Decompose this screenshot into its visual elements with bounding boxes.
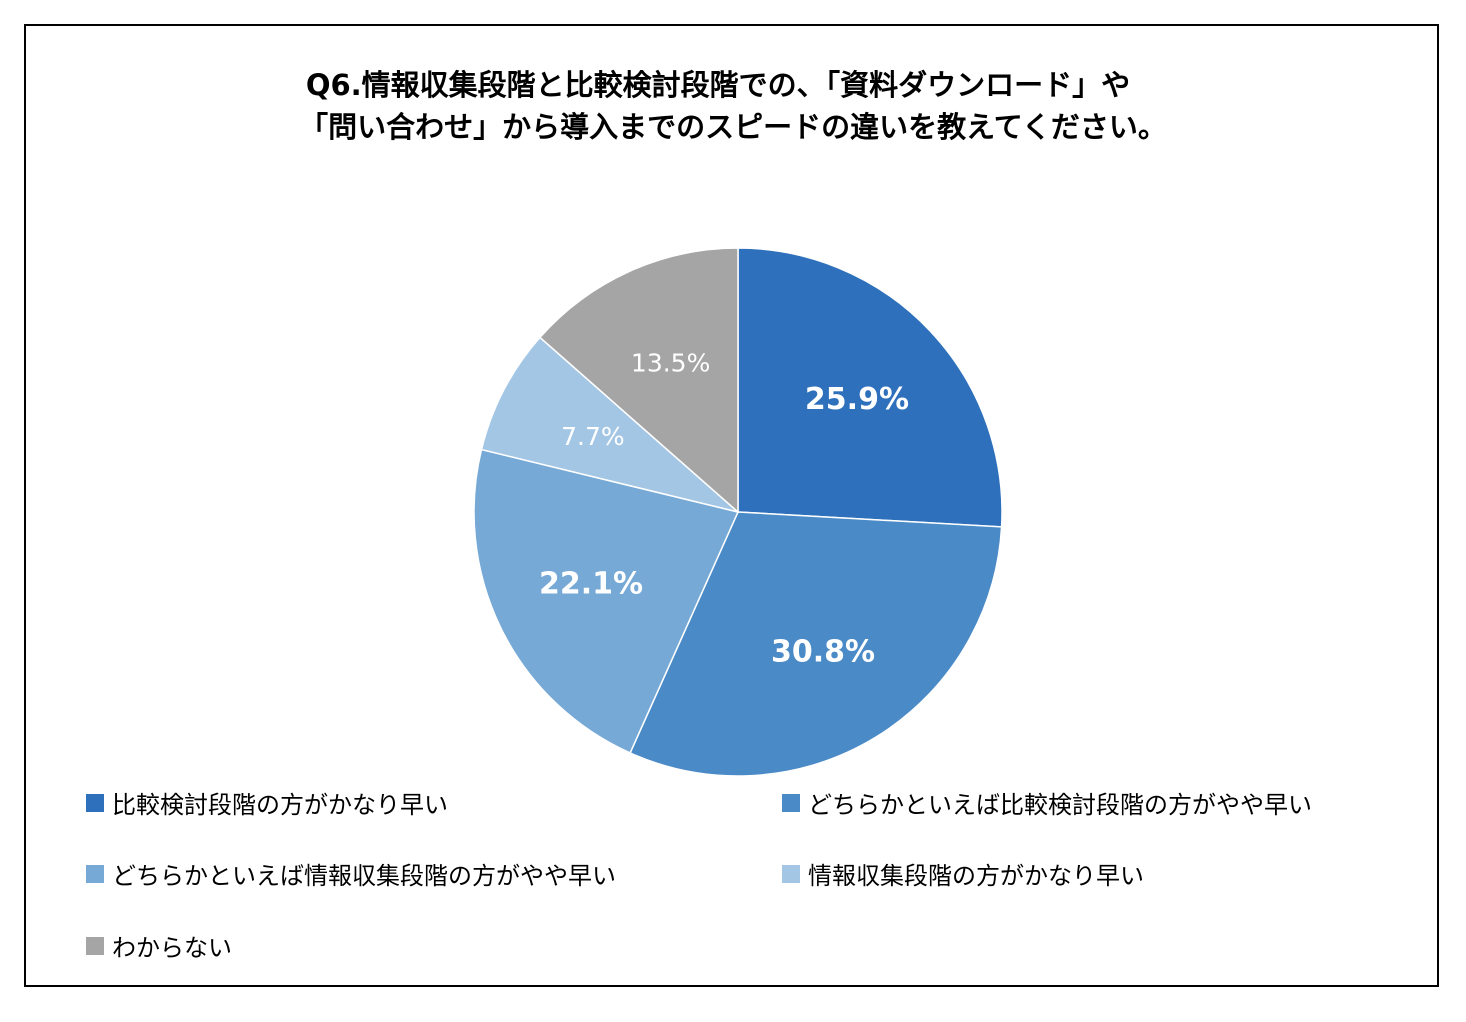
pie-slice-5 [538, 247, 739, 514]
legend-item-4: 情報収集段階の方がかなり早い [782, 856, 1144, 891]
pie-slice-3 [473, 448, 740, 754]
pie-slice-1 [737, 247, 1003, 528]
legend-swatch-3 [86, 864, 104, 883]
legend-item-1: 比較検討段階の方がかなり早い [86, 785, 448, 820]
pie-slice-4 [480, 336, 739, 513]
chart-title-line1: Q6.情報収集段階と比較検討段階での、「資料ダウンロード」や [305, 68, 1131, 102]
legend-swatch-1 [86, 793, 104, 812]
legend-swatch-4 [782, 864, 800, 883]
legend-label-5: わからない [112, 934, 232, 962]
legend-item-2: どちらかといえば比較検討段階の方がやや早い [782, 785, 1312, 820]
legend-label-2: どちらかといえば比較検討段階の方がやや早い [808, 791, 1312, 819]
data-label-2: 30.8% [771, 634, 875, 669]
data-label-5: 13.5% [631, 348, 710, 377]
data-label-4: 7.7% [561, 422, 625, 451]
chart-title: Q6.情報収集段階と比較検討段階での、「資料ダウンロード」や 「問い合わせ」から… [0, 64, 1466, 148]
legend-swatch-2 [782, 793, 800, 812]
pie-slice-2 [629, 511, 1003, 777]
legend-label-1: 比較検討段階の方がかなり早い [112, 791, 448, 819]
legend-item-5: わからない [86, 928, 232, 963]
legend-label-3: どちらかといえば情報収集段階の方がやや早い [112, 862, 616, 890]
chart-title-line2: 「問い合わせ」から導入までのスピードの違いを教えてください。 [299, 110, 1167, 144]
legend-item-3: どちらかといえば情報収集段階の方がやや早い [86, 856, 616, 891]
data-label-1: 25.9% [805, 382, 909, 417]
legend-swatch-5 [86, 936, 104, 955]
data-label-3: 22.1% [539, 567, 643, 602]
legend-label-4: 情報収集段階の方がかなり早い [808, 862, 1144, 890]
